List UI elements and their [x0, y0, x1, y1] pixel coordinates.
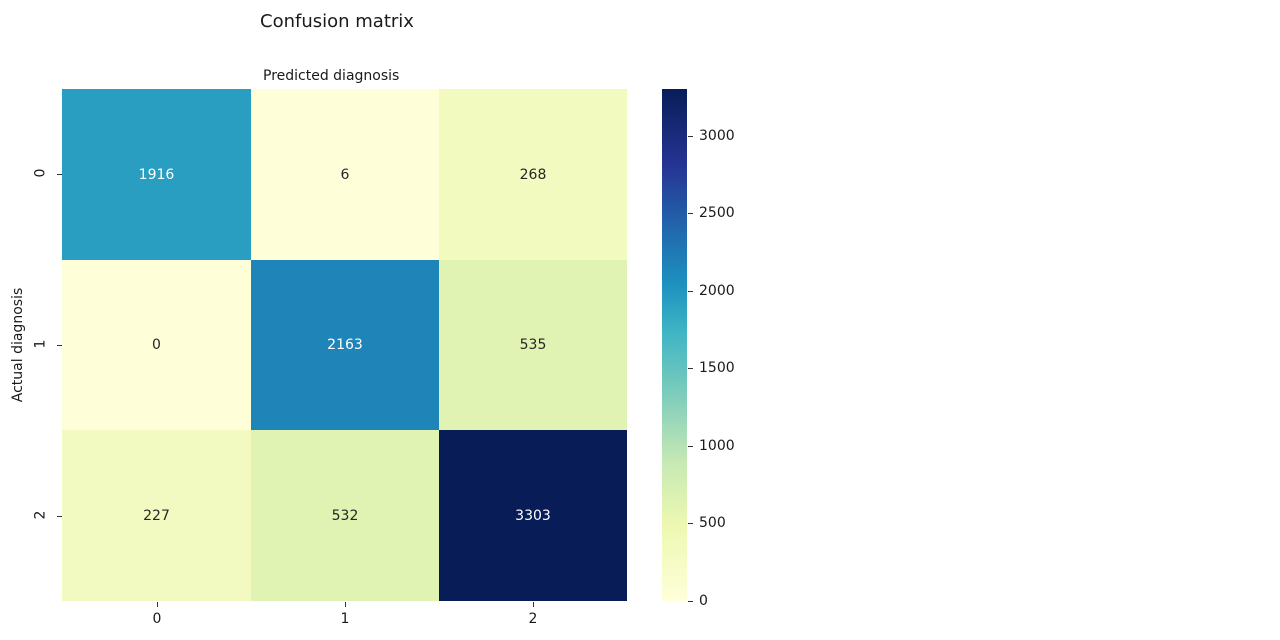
heatmap-cell: 0 — [62, 260, 251, 430]
x-tick-label: 2 — [528, 611, 538, 627]
x-tick-mark — [157, 602, 158, 607]
heatmap-cell: 1916 — [62, 89, 251, 260]
y-tick-label: 0 — [32, 168, 49, 178]
heatmap-cell: 227 — [62, 430, 251, 601]
colorbar-tick-mark — [688, 291, 693, 292]
y-axis-label: Actual diagnosis — [10, 287, 26, 403]
colorbar — [662, 89, 687, 601]
y-tick-label: 2 — [32, 510, 49, 520]
colorbar-tick-label: 1000 — [699, 438, 735, 454]
colorbar-tick-label: 0 — [699, 593, 708, 609]
x-tick-label: 1 — [340, 611, 350, 627]
x-tick-mark — [345, 602, 346, 607]
heatmap-cell: 3303 — [439, 430, 627, 601]
y-tick-label: 1 — [32, 339, 49, 349]
colorbar-tick-mark — [688, 523, 693, 524]
x-tick-label: 0 — [152, 611, 162, 627]
heatmap-cell: 6 — [251, 89, 439, 260]
colorbar-tick-label: 3000 — [699, 128, 735, 144]
colorbar-tick-mark — [688, 136, 693, 137]
y-tick-mark — [57, 174, 62, 175]
colorbar-tick-mark — [688, 213, 693, 214]
x-tick-mark — [533, 602, 534, 607]
heatmap: 1916 6 268 0 2163 535 227 532 3303 — [62, 89, 627, 601]
x-axis-label: Predicted diagnosis — [263, 68, 400, 84]
heatmap-cell: 535 — [439, 260, 627, 430]
colorbar-tick-mark — [688, 368, 693, 369]
y-tick-mark — [57, 516, 62, 517]
colorbar-tick-mark — [688, 446, 693, 447]
heatmap-cell: 2163 — [251, 260, 439, 430]
heatmap-cell: 532 — [251, 430, 439, 601]
y-tick-mark — [57, 345, 62, 346]
heatmap-cell: 268 — [439, 89, 627, 260]
colorbar-tick-label: 500 — [699, 515, 726, 531]
colorbar-tick-label: 2500 — [699, 205, 735, 221]
colorbar-tick-mark — [688, 601, 693, 602]
colorbar-tick-label: 1500 — [699, 360, 735, 376]
colorbar-tick-label: 2000 — [699, 283, 735, 299]
chart-title: Confusion matrix — [260, 11, 414, 32]
